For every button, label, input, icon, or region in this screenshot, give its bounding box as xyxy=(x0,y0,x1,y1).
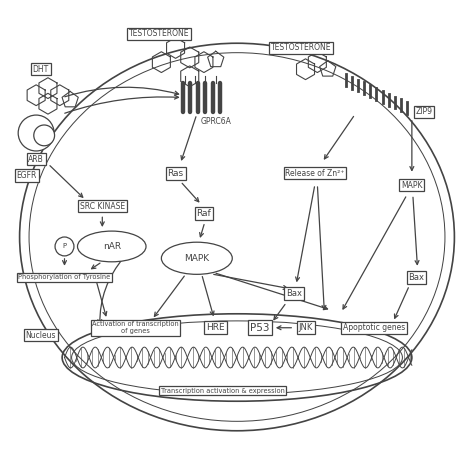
Text: GPRC6A: GPRC6A xyxy=(201,117,231,126)
Ellipse shape xyxy=(161,242,232,274)
Text: Release of Zn²⁺: Release of Zn²⁺ xyxy=(285,169,345,178)
Text: Phosphorylation of Tyrosine: Phosphorylation of Tyrosine xyxy=(18,274,110,280)
Text: HRE: HRE xyxy=(206,323,225,332)
Text: Transcription activation & expression: Transcription activation & expression xyxy=(161,388,285,393)
Text: Raf: Raf xyxy=(197,209,211,218)
Text: Nucleus: Nucleus xyxy=(26,331,56,340)
Text: P53: P53 xyxy=(250,323,269,333)
Text: DHT: DHT xyxy=(33,65,49,74)
Text: nAR: nAR xyxy=(103,242,121,251)
Circle shape xyxy=(34,125,55,146)
Text: JNK: JNK xyxy=(298,323,313,332)
Text: Activation of transcription
of genes: Activation of transcription of genes xyxy=(92,321,179,334)
Circle shape xyxy=(18,115,54,151)
Ellipse shape xyxy=(77,231,146,262)
Text: Bax: Bax xyxy=(286,289,302,298)
Text: P: P xyxy=(63,244,66,249)
Text: MAPK: MAPK xyxy=(184,254,210,263)
Text: Apoptotic genes: Apoptotic genes xyxy=(343,323,405,332)
Text: TESTOSTERONE: TESTOSTERONE xyxy=(129,29,189,38)
Text: Bax: Bax xyxy=(409,273,425,282)
Text: EGFR: EGFR xyxy=(17,171,37,180)
Text: Ras: Ras xyxy=(167,169,183,178)
Circle shape xyxy=(55,237,74,256)
Text: SRC KINASE: SRC KINASE xyxy=(80,202,125,211)
Text: ZIP9: ZIP9 xyxy=(415,107,432,116)
Text: TESTOSTERONE: TESTOSTERONE xyxy=(271,44,331,53)
Text: MAPK: MAPK xyxy=(401,181,423,190)
Text: ARB: ARB xyxy=(28,155,44,164)
